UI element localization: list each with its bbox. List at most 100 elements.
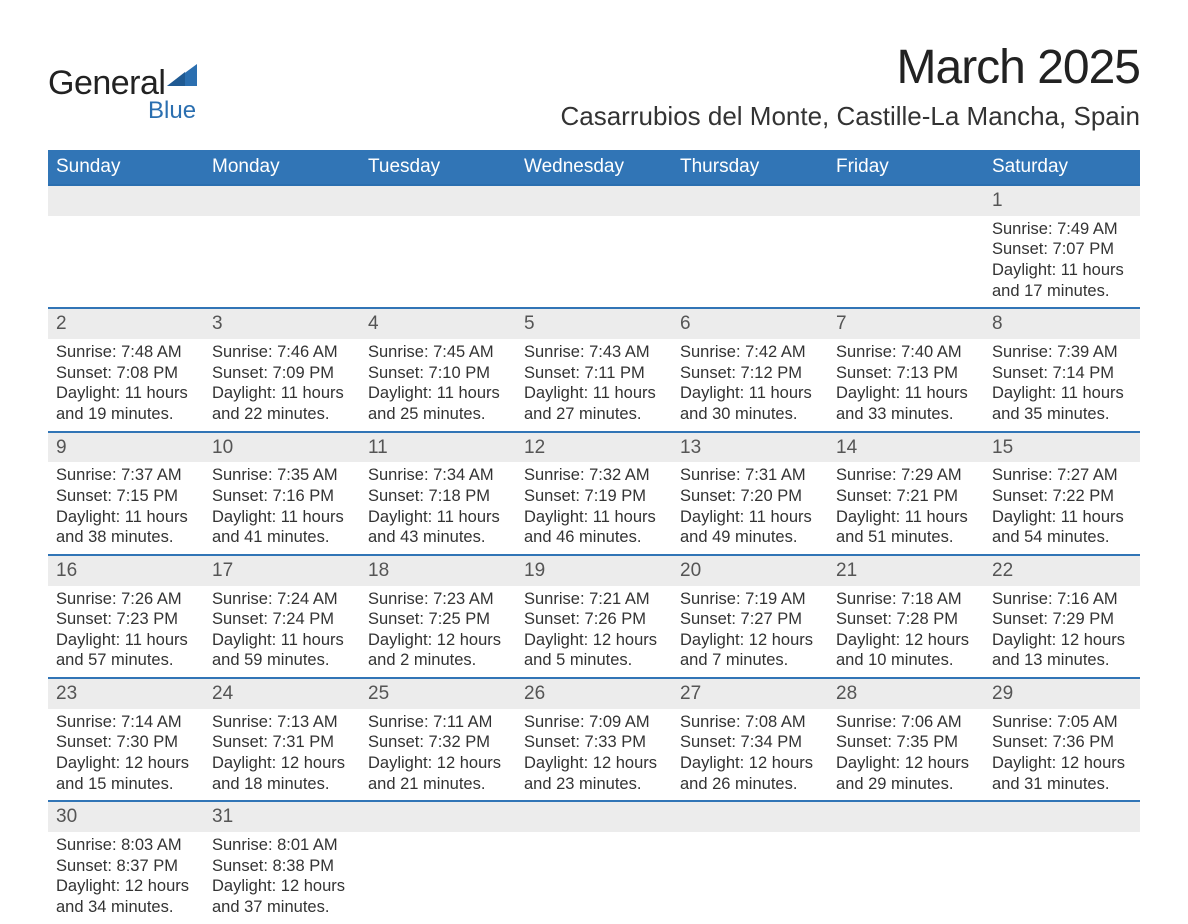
sunset-line: Sunset: 7:29 PM <box>992 609 1132 630</box>
day-body: Sunrise: 7:19 AMSunset: 7:27 PMDaylight:… <box>672 586 828 678</box>
weekday-header: Tuesday <box>360 150 516 185</box>
day-body-empty <box>48 216 204 296</box>
calendar-cell: 25Sunrise: 7:11 AMSunset: 7:32 PMDayligh… <box>360 678 516 801</box>
day-body: Sunrise: 7:43 AMSunset: 7:11 PMDaylight:… <box>516 339 672 431</box>
day-number: 5 <box>516 309 672 339</box>
day-number: 24 <box>204 679 360 709</box>
day-body: Sunrise: 7:31 AMSunset: 7:20 PMDaylight:… <box>672 462 828 554</box>
calendar-cell: 18Sunrise: 7:23 AMSunset: 7:25 PMDayligh… <box>360 555 516 678</box>
day-body: Sunrise: 7:24 AMSunset: 7:24 PMDaylight:… <box>204 586 360 678</box>
sunset-line: Sunset: 7:07 PM <box>992 239 1132 260</box>
sunset-line: Sunset: 7:08 PM <box>56 363 196 384</box>
sunrise-line: Sunrise: 7:45 AM <box>368 342 508 363</box>
day-number: 21 <box>828 556 984 586</box>
sunrise-line: Sunrise: 7:21 AM <box>524 589 664 610</box>
calendar-cell: 8Sunrise: 7:39 AMSunset: 7:14 PMDaylight… <box>984 308 1140 431</box>
day-body: Sunrise: 7:16 AMSunset: 7:29 PMDaylight:… <box>984 586 1140 678</box>
sunrise-line: Sunrise: 7:23 AM <box>368 589 508 610</box>
day-number-empty <box>360 186 516 216</box>
day-body: Sunrise: 7:46 AMSunset: 7:09 PMDaylight:… <box>204 339 360 431</box>
calendar-week-row: 1Sunrise: 7:49 AMSunset: 7:07 PMDaylight… <box>48 185 1140 308</box>
daylight-line: Daylight: 12 hours and 7 minutes. <box>680 630 820 671</box>
day-number: 22 <box>984 556 1140 586</box>
sunset-line: Sunset: 8:37 PM <box>56 856 196 877</box>
sunset-line: Sunset: 7:13 PM <box>836 363 976 384</box>
day-body: Sunrise: 7:42 AMSunset: 7:12 PMDaylight:… <box>672 339 828 431</box>
calendar-week-row: 2Sunrise: 7:48 AMSunset: 7:08 PMDaylight… <box>48 308 1140 431</box>
day-body-empty <box>828 216 984 296</box>
sunset-line: Sunset: 7:26 PM <box>524 609 664 630</box>
day-body: Sunrise: 7:29 AMSunset: 7:21 PMDaylight:… <box>828 462 984 554</box>
calendar-week-row: 30Sunrise: 8:03 AMSunset: 8:37 PMDayligh… <box>48 801 1140 923</box>
day-body: Sunrise: 7:26 AMSunset: 7:23 PMDaylight:… <box>48 586 204 678</box>
day-body: Sunrise: 7:37 AMSunset: 7:15 PMDaylight:… <box>48 462 204 554</box>
calendar-cell <box>672 185 828 308</box>
calendar-cell: 11Sunrise: 7:34 AMSunset: 7:18 PMDayligh… <box>360 432 516 555</box>
sunset-line: Sunset: 7:22 PM <box>992 486 1132 507</box>
sunset-line: Sunset: 7:14 PM <box>992 363 1132 384</box>
day-body: Sunrise: 7:49 AMSunset: 7:07 PMDaylight:… <box>984 216 1140 308</box>
sunset-line: Sunset: 7:28 PM <box>836 609 976 630</box>
day-number-empty <box>672 802 828 832</box>
weekday-header: Friday <box>828 150 984 185</box>
day-number: 23 <box>48 679 204 709</box>
calendar-table: Sunday Monday Tuesday Wednesday Thursday… <box>48 150 1140 924</box>
sunset-line: Sunset: 7:12 PM <box>680 363 820 384</box>
sunset-line: Sunset: 7:27 PM <box>680 609 820 630</box>
location: Casarrubios del Monte, Castille-La Manch… <box>560 101 1140 132</box>
sunrise-line: Sunrise: 7:32 AM <box>524 465 664 486</box>
daylight-line: Daylight: 12 hours and 15 minutes. <box>56 753 196 794</box>
sunrise-line: Sunrise: 7:16 AM <box>992 589 1132 610</box>
sunrise-line: Sunrise: 7:29 AM <box>836 465 976 486</box>
day-number: 31 <box>204 802 360 832</box>
sunrise-line: Sunrise: 7:14 AM <box>56 712 196 733</box>
sunset-line: Sunset: 7:23 PM <box>56 609 196 630</box>
day-body: Sunrise: 7:23 AMSunset: 7:25 PMDaylight:… <box>360 586 516 678</box>
calendar-cell: 23Sunrise: 7:14 AMSunset: 7:30 PMDayligh… <box>48 678 204 801</box>
sunrise-line: Sunrise: 7:42 AM <box>680 342 820 363</box>
calendar-cell: 4Sunrise: 7:45 AMSunset: 7:10 PMDaylight… <box>360 308 516 431</box>
daylight-line: Daylight: 11 hours and 25 minutes. <box>368 383 508 424</box>
sunrise-line: Sunrise: 7:39 AM <box>992 342 1132 363</box>
daylight-line: Daylight: 11 hours and 41 minutes. <box>212 507 352 548</box>
day-body: Sunrise: 7:39 AMSunset: 7:14 PMDaylight:… <box>984 339 1140 431</box>
day-body-empty <box>672 216 828 296</box>
calendar-cell: 31Sunrise: 8:01 AMSunset: 8:38 PMDayligh… <box>204 801 360 923</box>
sunset-line: Sunset: 7:16 PM <box>212 486 352 507</box>
day-number: 18 <box>360 556 516 586</box>
day-body: Sunrise: 7:34 AMSunset: 7:18 PMDaylight:… <box>360 462 516 554</box>
calendar-cell: 19Sunrise: 7:21 AMSunset: 7:26 PMDayligh… <box>516 555 672 678</box>
daylight-line: Daylight: 11 hours and 27 minutes. <box>524 383 664 424</box>
daylight-line: Daylight: 11 hours and 33 minutes. <box>836 383 976 424</box>
day-number: 3 <box>204 309 360 339</box>
sunrise-line: Sunrise: 7:40 AM <box>836 342 976 363</box>
logo-triangle-icon <box>167 64 197 86</box>
sunset-line: Sunset: 7:33 PM <box>524 732 664 753</box>
day-number: 17 <box>204 556 360 586</box>
day-body: Sunrise: 8:01 AMSunset: 8:38 PMDaylight:… <box>204 832 360 924</box>
sunset-line: Sunset: 7:20 PM <box>680 486 820 507</box>
calendar-week-row: 23Sunrise: 7:14 AMSunset: 7:30 PMDayligh… <box>48 678 1140 801</box>
title-block: March 2025 Casarrubios del Monte, Castil… <box>560 40 1140 132</box>
daylight-line: Daylight: 12 hours and 10 minutes. <box>836 630 976 671</box>
day-number: 29 <box>984 679 1140 709</box>
weekday-header: Sunday <box>48 150 204 185</box>
daylight-line: Daylight: 12 hours and 37 minutes. <box>212 876 352 917</box>
day-number: 10 <box>204 433 360 463</box>
day-number: 26 <box>516 679 672 709</box>
day-number: 30 <box>48 802 204 832</box>
sunrise-line: Sunrise: 7:37 AM <box>56 465 196 486</box>
sunrise-line: Sunrise: 8:01 AM <box>212 835 352 856</box>
calendar-cell <box>516 801 672 923</box>
daylight-line: Daylight: 11 hours and 51 minutes. <box>836 507 976 548</box>
logo: General Blue <box>48 40 197 131</box>
calendar-cell: 15Sunrise: 7:27 AMSunset: 7:22 PMDayligh… <box>984 432 1140 555</box>
daylight-line: Daylight: 11 hours and 43 minutes. <box>368 507 508 548</box>
sunset-line: Sunset: 7:09 PM <box>212 363 352 384</box>
daylight-line: Daylight: 12 hours and 23 minutes. <box>524 753 664 794</box>
day-number-empty <box>516 802 672 832</box>
sunset-line: Sunset: 7:34 PM <box>680 732 820 753</box>
daylight-line: Daylight: 12 hours and 13 minutes. <box>992 630 1132 671</box>
calendar-cell: 29Sunrise: 7:05 AMSunset: 7:36 PMDayligh… <box>984 678 1140 801</box>
daylight-line: Daylight: 11 hours and 30 minutes. <box>680 383 820 424</box>
